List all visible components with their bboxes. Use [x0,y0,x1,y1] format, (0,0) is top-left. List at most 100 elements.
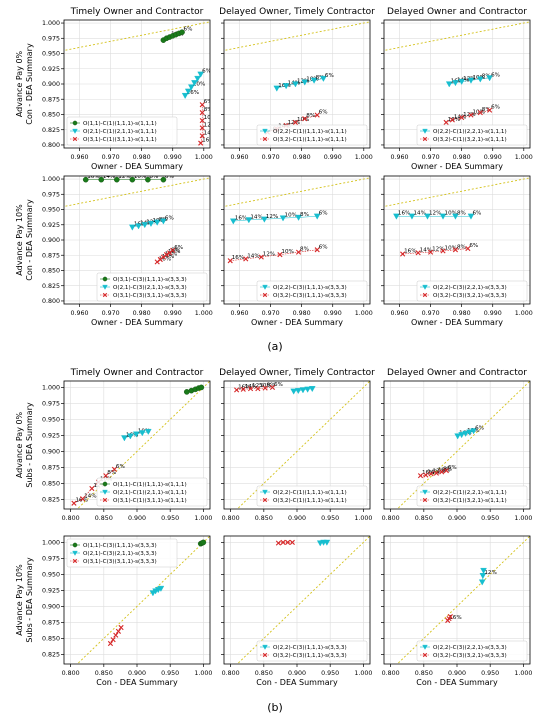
diagonal-line [384,21,530,51]
x-tick-label: 0.980 [453,310,471,317]
y-axis-label: Subs - DEA Summary [25,557,34,643]
legend-entry: O(1,1)-C(3)(1,1,1)-s(3,3,3) [83,543,157,549]
data-point [470,428,477,435]
data-label: 16% [232,255,244,261]
series-green: 16% 14% 12% 10% 8% 6% [82,176,174,183]
data-label: 10% [193,82,205,88]
data-point [197,71,205,78]
legend-entry: O(3,2)-C(3)(3,2,1)-s(3,3,3) [433,293,507,299]
x-tick-label: 1.000 [195,154,213,161]
legend-entry: O(2,1)-C(3)(2,1,1)-s(3,3,3) [113,285,187,291]
legend: O(1,1)-C(1)(1,1,1)-s(1,1,1) O(2,1)-C(1)(2… [96,477,208,507]
data-label: 16% [159,256,171,262]
data-label: 6% [319,211,328,217]
data-point [102,276,108,282]
data-point [110,637,116,643]
data-point [179,29,185,35]
data-label: 8% [482,74,491,80]
legend: O(1,1)-C(1)(1,1,1)-s(1,1,1) O(2,1)-C(1)(2… [66,116,178,146]
x-tick-label: 1.000 [355,154,373,161]
data-point [422,128,428,134]
data-point [262,652,268,658]
legend-box [416,485,528,507]
data-point [422,652,428,658]
data-point [452,80,459,87]
legend: O(2,2)-C(1)(1,1,1)-s(1,1,1) O(3,2)-C(1)(1… [256,485,368,507]
data-point [289,539,295,545]
series-cyan: 16%14%12%10%8%6% [445,72,500,88]
legend-entry: O(3,2)-C(3)(3,2,1)-s(3,3,3) [433,653,507,659]
x-tick-label: 0.980 [453,154,471,161]
data-label: 12% [263,252,275,258]
data-label: 12% [484,570,496,576]
y-tick-label: 0.925 [42,66,60,73]
y-tick-label: 0.900 [42,604,60,611]
x-tick-label: 0.980 [293,310,311,317]
legend-entry: O(3,2)-C(1)(1,1,1)-s(1,1,1) [273,137,347,143]
row-label: Advance Pay 10% [15,204,24,276]
y-tick-label: 0.850 [42,636,60,643]
data-point [422,292,428,298]
data-point [234,387,240,393]
data-point [240,386,246,392]
data-point [314,247,320,253]
data-point [458,78,465,85]
data-point [102,481,108,487]
y-axis-label: Con - DEA Summary [25,43,34,125]
data-point [199,133,205,139]
data-point [160,176,167,183]
data-point [313,213,321,220]
legend-box [256,124,368,146]
legend-entry: O(2,1)-C(3)(2,1,1)-s(3,3,3) [83,551,157,557]
data-point [447,614,453,620]
data-point [147,220,155,227]
data-point [423,472,429,478]
legend: O(2,2)-C(1)(2,2,1)-s(1,1,1) O(3,2)-C(1)(3… [416,124,528,146]
data-point [79,496,86,502]
part-label-a: (a) [267,340,282,353]
x-tick-label: 0.990 [484,310,502,317]
y-tick-label: 0.875 [42,96,60,103]
diagonal-line [64,177,210,207]
legend-entry: O(3,2)-C(1)(3,2,1)-s(1,1,1) [433,137,507,143]
legend-entry: O(3,1)-C(1)(3,1,1)-s(1,1,1) [113,498,187,504]
x-tick-label: 0.970 [102,154,120,161]
y-tick-label: 0.800 [42,298,60,305]
data-point [292,119,299,125]
legend-entry: O(1,1)-C(1)(1,1,1)-s(1,1,1) [83,121,157,127]
data-point [445,81,453,88]
data-point [466,429,473,436]
x-tick-label: 0.850 [415,515,433,522]
data-point [290,388,298,395]
diagonal-line [396,381,530,509]
panel-a-1-1: 0.960 0.970 0.980 0.990 1.000 0.800 0.825 0.850… [15,7,213,171]
data-point [183,389,190,395]
y-tick-label: 0.975 [42,191,60,198]
data-point [302,116,308,122]
data-point [199,102,205,108]
legend-box [416,280,528,302]
data-point [422,489,428,495]
x-tick-label: 1.000 [354,515,372,522]
data-point [102,292,108,298]
data-point [454,433,462,440]
data-point [479,573,487,580]
data-point [433,470,440,476]
data-point [258,254,264,260]
data-label: 14% [162,254,174,260]
series-red: 16% 14% 12%10% 8% 6% [198,99,210,146]
data-label: 6% [116,464,125,470]
series-red [107,624,124,647]
data-point [129,176,136,183]
series-red: 16% [445,614,462,624]
x-tick-label: 0.950 [481,515,499,522]
panel-a-2-1: 0.960 0.970 0.980 0.990 1.000 0.800 0.825 0.850… [15,175,213,327]
data-label: 14% [454,114,466,120]
data-point [277,252,283,258]
data-label: 14% [84,493,96,499]
diagonal-line [384,177,530,207]
data-label: 12% [266,214,278,220]
data-label: 6% [491,72,500,78]
data-point [199,125,205,131]
data-point [468,112,474,118]
